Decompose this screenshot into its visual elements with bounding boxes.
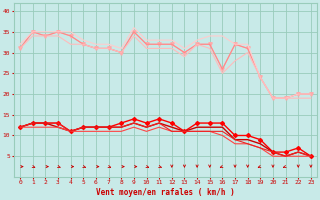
X-axis label: Vent moyen/en rafales ( km/h ): Vent moyen/en rafales ( km/h ): [96, 188, 235, 197]
